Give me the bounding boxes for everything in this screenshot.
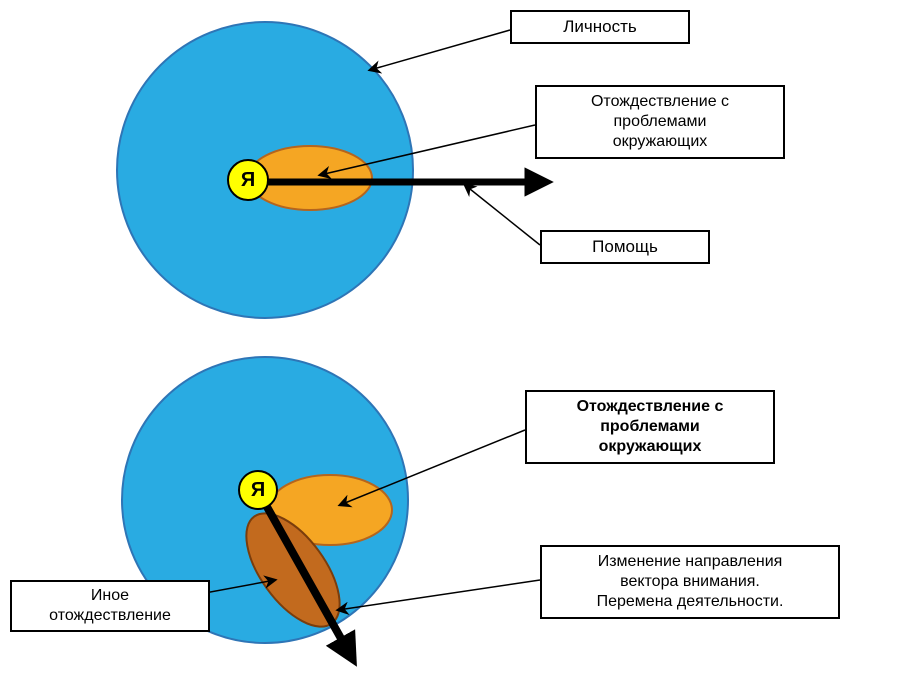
d2-label-change-text: Изменение направления вектора внимания. … xyxy=(597,552,784,612)
d1-pointer-help xyxy=(465,185,540,245)
d2-label-identify-text: Отождествление с проблемами окружающих xyxy=(577,397,724,457)
d2-label-alt-text: Иное отождествление xyxy=(49,586,171,626)
d1-label-help: Помощь xyxy=(540,230,710,264)
d1-self-label: Я xyxy=(241,169,255,191)
d2-label-alt: Иное отождествление xyxy=(10,580,210,632)
d2-self-label: Я xyxy=(251,479,265,501)
d2-label-change: Изменение направления вектора внимания. … xyxy=(540,545,840,619)
d1-label-personality-text: Личность xyxy=(563,16,637,37)
d1-label-identify: Отождествление с проблемами окружающих xyxy=(535,85,785,159)
d2-label-identify: Отождествление с проблемами окружающих xyxy=(525,390,775,464)
d1-label-personality: Личность xyxy=(510,10,690,44)
d1-label-help-text: Помощь xyxy=(592,236,658,257)
d1-label-identify-text: Отождествление с проблемами окружающих xyxy=(591,92,729,152)
d1-pointer-personality xyxy=(370,30,510,70)
